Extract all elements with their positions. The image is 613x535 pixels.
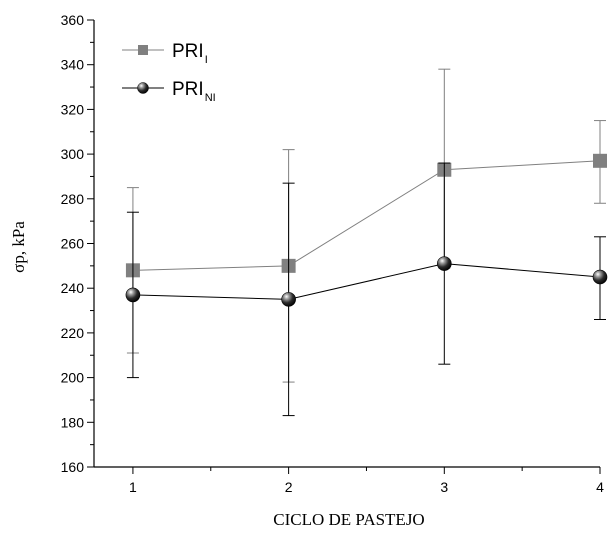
data-point-sphere xyxy=(125,287,141,303)
legend-label: PRI xyxy=(172,79,204,100)
legend-marker-square xyxy=(138,45,148,55)
data-point-sphere xyxy=(592,269,608,285)
y-tick-label: 260 xyxy=(61,236,85,252)
data-point-sphere xyxy=(281,292,296,307)
y-axis-title: σp, kPa xyxy=(9,221,28,273)
legend-entry-pri-ni: PRI NI xyxy=(122,79,216,104)
y-tick-label: 300 xyxy=(61,146,85,162)
plot-series xyxy=(125,68,608,417)
y-tick-label: 240 xyxy=(61,280,85,296)
legend-marker-sphere xyxy=(137,82,149,94)
series-line xyxy=(132,160,601,271)
axes: 160 180 200 220 240 260 280 300 320 340 360 1 2 3 4 xyxy=(61,12,604,495)
legend-label-subscript: I xyxy=(205,54,208,66)
series-pri-ni xyxy=(125,162,608,417)
y-tick-label: 180 xyxy=(61,414,85,430)
y-tick-label: 280 xyxy=(61,191,85,207)
legend-label-subscript: NI xyxy=(205,92,216,104)
y-tick-label: 360 xyxy=(61,12,85,28)
data-point-sphere xyxy=(437,256,452,271)
x-tick-label: 2 xyxy=(285,479,293,495)
y-tick-label: 200 xyxy=(61,370,85,386)
y-tick-label: 340 xyxy=(61,57,85,73)
x-tick-label: 3 xyxy=(440,479,448,495)
y-tick-label: 320 xyxy=(61,101,85,117)
series-line xyxy=(132,263,601,300)
y-tick-label: 160 xyxy=(61,459,85,475)
x-tick-label: 4 xyxy=(596,479,604,495)
x-axis-title: CICLO DE PASTEJO xyxy=(273,510,424,529)
legend-label: PRI xyxy=(172,41,204,62)
x-tick-label: 1 xyxy=(129,479,137,495)
series-pri-i xyxy=(125,68,607,383)
y-tick-label: 220 xyxy=(61,325,85,341)
legend-entry-pri-i: PRI I xyxy=(122,41,208,66)
data-point-square xyxy=(593,153,607,168)
